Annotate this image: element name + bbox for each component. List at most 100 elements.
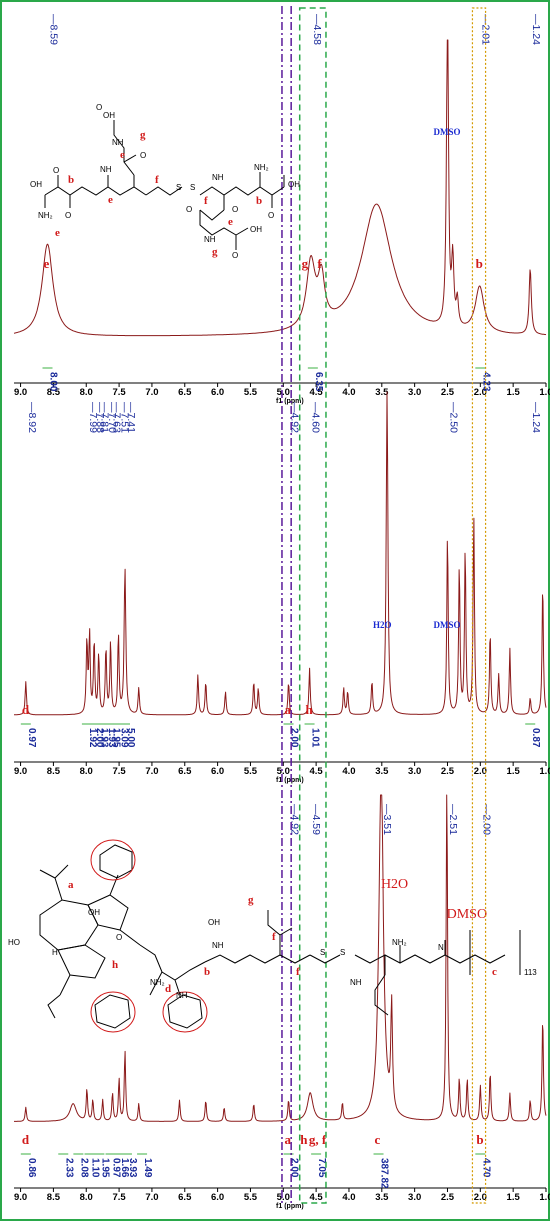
x-tick-label: 6.0	[211, 387, 224, 398]
bond-arm	[113, 120, 135, 176]
peak-label: —1.24	[530, 402, 542, 433]
atom-o: O	[116, 933, 122, 942]
atom-nh: NH	[100, 165, 112, 174]
assign-label-b: b	[256, 195, 262, 207]
x-tick-label: 1.0	[539, 387, 550, 398]
x-tick-label: 2.0	[474, 766, 487, 777]
x-tick-label: 8.0	[80, 766, 93, 777]
atom-nh: NH	[212, 941, 224, 950]
bond	[149, 971, 163, 996]
x-tick-label: 1.5	[507, 766, 521, 777]
bond	[199, 210, 237, 250]
assign-label-c: c	[492, 966, 497, 978]
x-tick-label: 7.5	[112, 1192, 126, 1203]
atom-o: O	[140, 151, 146, 160]
atom-oh: OH	[208, 918, 220, 927]
solvent-label: H2O	[373, 620, 392, 630]
bond	[123, 154, 137, 163]
x-tick-label: 7.0	[145, 766, 158, 777]
peak-label: —7.70	[106, 402, 118, 433]
peak-label: —2.00	[480, 804, 492, 835]
bond	[119, 929, 141, 946]
integral-label: 2.00	[289, 728, 300, 748]
x-tick-label: 5.0	[277, 1192, 290, 1203]
peak-label: —7.88	[94, 402, 106, 433]
peak-label: —8.59	[47, 14, 59, 45]
atom-o: O	[232, 251, 238, 260]
spectrum-line-bottom	[14, 794, 547, 1122]
x-tick-label: 6.5	[178, 387, 192, 398]
x-tick-label: 5.5	[244, 1192, 258, 1203]
bond	[54, 864, 69, 879]
x-axis-unit-label: f1 (ppm)	[276, 777, 304, 784]
peak-assignment: a	[285, 1132, 292, 1147]
peak-label: —4.92	[289, 804, 301, 835]
atom-nh2: NH₂	[254, 163, 269, 172]
x-tick-label: 3.0	[408, 1192, 421, 1203]
integral-label: 2.00	[289, 1158, 300, 1178]
integral-label: 6.35	[313, 372, 324, 392]
highlight-circle	[162, 991, 208, 1033]
x-tick-label: 4.5	[310, 1192, 324, 1203]
integral-label: 0.87	[530, 728, 541, 748]
guide-lines	[281, 6, 487, 1205]
solvent-label: DMSO	[433, 620, 460, 630]
bond	[54, 877, 63, 901]
peak-label: —2.51	[447, 804, 459, 835]
x-tick-label: 6.0	[211, 766, 224, 777]
integral-label: 1.92	[87, 728, 98, 748]
spectrum-line-middle	[14, 391, 547, 716]
peak-label: —4.60	[310, 402, 322, 433]
peak-assignment: b	[476, 256, 483, 271]
x-tick-label: 5.5	[244, 766, 258, 777]
x-tick-label: 1.5	[507, 1192, 521, 1203]
highlight-circle	[90, 839, 136, 881]
x-tick-label: 4.5	[310, 766, 324, 777]
atom-o: O	[96, 103, 102, 112]
bond	[267, 910, 281, 955]
peak-label: —4.92	[289, 402, 301, 433]
peak-assignment: b	[476, 1132, 483, 1147]
x-tick-label: 9.0	[14, 387, 27, 398]
peg-repeat-count: 113	[524, 968, 537, 977]
bond-ss	[309, 954, 341, 964]
integral-label: 2.00	[94, 728, 105, 748]
peak-assignment: d	[22, 1132, 30, 1147]
assign-label-g: g	[212, 246, 218, 258]
chemical-structure-bottom: HO OH O H NH₂ NH OH NH S S NH NH₂ N 113 …	[8, 839, 537, 1033]
x-tick-label: 7.5	[112, 766, 126, 777]
atom-oh: OH	[30, 180, 42, 189]
x-tick-label: 8.5	[47, 766, 61, 777]
atom-s: S	[320, 948, 325, 957]
peak-assignment: h	[300, 1132, 308, 1147]
bond	[39, 869, 56, 879]
x-tick-label: 8.0	[80, 1192, 93, 1203]
atom-ho: HO	[8, 938, 20, 947]
bond-chain-left	[44, 186, 147, 196]
integral-label: 1.93	[99, 728, 110, 748]
peak-label: —4.59	[310, 804, 322, 835]
integral-label: 0.86	[26, 1158, 37, 1178]
assign-label-b: b	[68, 174, 74, 186]
atom-s: S	[340, 948, 345, 957]
x-tick-label: 4.0	[342, 766, 355, 777]
integral-label: 0.97	[111, 1158, 122, 1178]
atom-n: N	[438, 943, 444, 952]
assign-label-d: d	[165, 983, 171, 995]
bond	[199, 209, 225, 221]
x-tick-label: 4.5	[310, 387, 324, 398]
x-tick-label: 7.0	[145, 1192, 158, 1203]
assign-label-h: h	[112, 959, 118, 971]
bond	[59, 974, 71, 996]
assign-label-f: f	[272, 931, 276, 943]
integral-label: 3.93	[127, 1158, 138, 1178]
integral-label: 1.10	[90, 1158, 101, 1178]
bond	[279, 927, 293, 936]
x-tick-label: 3.0	[408, 766, 421, 777]
x-tick-label: 5.0	[277, 766, 290, 777]
assign-label-a: a	[68, 879, 74, 891]
x-tick-label: 2.0	[474, 387, 487, 398]
integral-label: 0.97	[26, 728, 37, 748]
x-tick-label: 9.0	[14, 1192, 27, 1203]
